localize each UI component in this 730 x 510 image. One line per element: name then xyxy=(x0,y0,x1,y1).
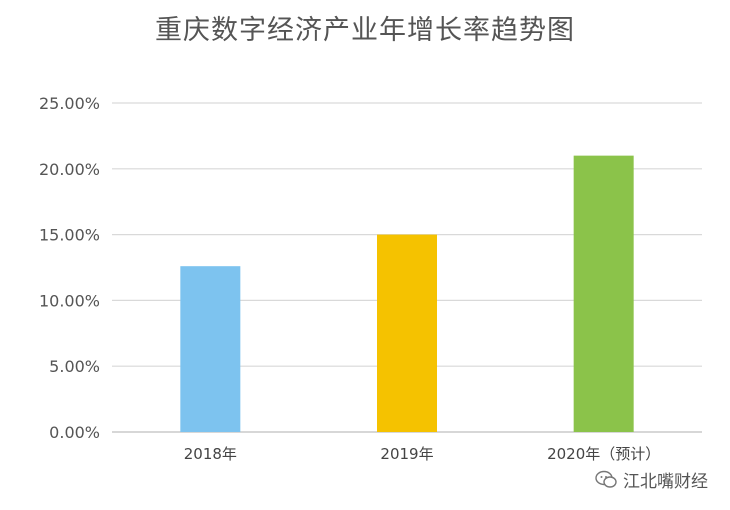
chart-title: 重庆数字经济产业年增长率趋势图 xyxy=(155,15,575,46)
x-tick-label: 2018年 xyxy=(184,445,237,463)
y-tick-label: 15.00% xyxy=(39,226,100,245)
bar xyxy=(573,155,634,432)
x-tick-label: 2020年（预计） xyxy=(547,445,660,463)
bar xyxy=(180,266,241,432)
y-tick-label: 20.00% xyxy=(39,160,100,179)
wechat-bubble-icon xyxy=(595,470,617,488)
y-tick-label: 0.00% xyxy=(49,423,100,442)
watermark-text: 江北嘴财经 xyxy=(623,472,708,492)
y-tick-label: 25.00% xyxy=(39,94,100,113)
x-tick-label: 2019年 xyxy=(380,445,433,463)
y-tick-label: 10.00% xyxy=(39,291,100,310)
watermark: 江北嘴财经 xyxy=(595,467,708,492)
y-tick-label: 5.00% xyxy=(49,357,100,376)
bar xyxy=(377,234,437,432)
